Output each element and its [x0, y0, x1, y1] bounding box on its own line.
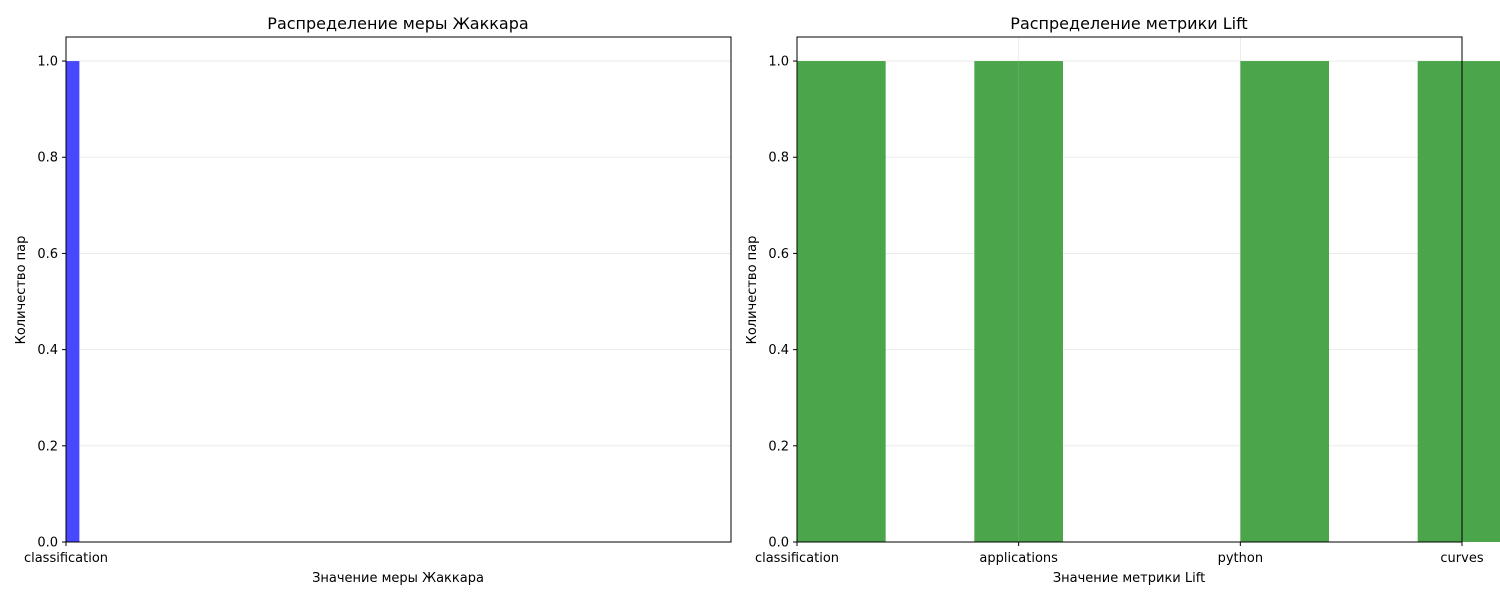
x-axis-label: Значение меры Жаккара: [312, 571, 484, 586]
bar-applications: [974, 61, 1063, 543]
x-tick-label: classification: [755, 551, 839, 566]
gridlines: [66, 60, 731, 543]
bars: [797, 61, 1500, 543]
x-axis-label: Значение метрики Lift: [1053, 571, 1205, 586]
y-tick-label: 0.8: [37, 151, 58, 166]
bars: [66, 61, 80, 543]
y-tick-label: 1.0: [768, 55, 789, 70]
y-ticks: 0.0 0.2 0.4 0.6 0.8 1.0: [768, 55, 797, 551]
x-ticks: classification: [24, 542, 108, 566]
bar-curves: [1417, 61, 1500, 543]
y-tick-label: 0.2: [37, 439, 58, 454]
plot-frame: [65, 36, 732, 543]
chart-jaccard: Распределение меры Жаккара Значение меры…: [14, 14, 732, 586]
chart-title: Распределение меры Жаккара: [267, 14, 528, 33]
x-tick-label: applications: [979, 551, 1058, 566]
x-tick-label: python: [1218, 551, 1263, 566]
gridlines: [797, 60, 1462, 543]
bar-python: [1240, 61, 1329, 543]
y-tick-label: 1.0: [37, 55, 58, 70]
y-tick-label: 0.6: [768, 247, 789, 262]
y-ticks: 0.0 0.2 0.4 0.6 0.8 1.0: [37, 55, 66, 551]
chart-title: Распределение метрики Lift: [1010, 14, 1247, 33]
y-tick-label: 0.6: [37, 247, 58, 262]
y-tick-label: 0.2: [768, 439, 789, 454]
bar-classification: [66, 61, 80, 543]
bar-classification: [797, 61, 886, 543]
plot-frame: [796, 36, 1463, 543]
y-tick-label: 0.4: [768, 343, 789, 358]
x-tick-label: classification: [24, 551, 108, 566]
y-tick-label: 0.0: [37, 536, 58, 551]
y-axis-label: Количество пар: [745, 236, 760, 345]
y-axis-label: Количество пар: [14, 236, 29, 345]
chart-lift: Распределение метрики Lift Значение метр…: [745, 14, 1500, 586]
x-tick-label: curves: [1440, 551, 1483, 566]
y-tick-label: 0.8: [768, 151, 789, 166]
y-tick-label: 0.0: [768, 536, 789, 551]
y-tick-label: 0.4: [37, 343, 58, 358]
